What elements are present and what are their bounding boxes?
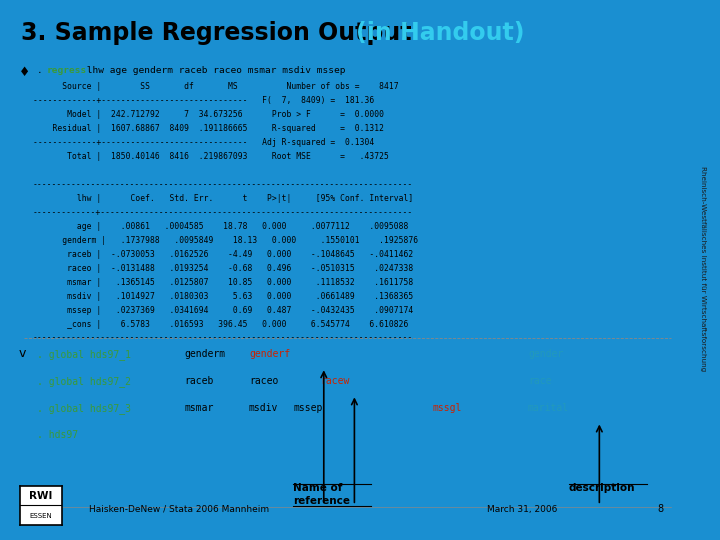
Text: 3. Sample Regression Output: 3. Sample Regression Output	[21, 21, 420, 45]
Text: 8: 8	[658, 504, 664, 514]
Text: -------------+------------------------------   F(  7,  8409) =  181.36: -------------+--------------------------…	[32, 96, 374, 105]
Text: Total |  1850.40146  8416  .219867093     Root MSE      =   .43725: Total | 1850.40146 8416 .219867093 Root …	[32, 152, 389, 161]
Text: . global hds97_3: . global hds97_3	[37, 403, 130, 414]
Text: mssep |   .0237369   .0341694     0.69   0.487    -.0432435    .0907174: mssep | .0237369 .0341694 0.69 0.487 -.0…	[32, 306, 413, 314]
Text: msmar |   .1365145   .0125807    10.85   0.000     .1118532    .1611758: msmar | .1365145 .0125807 10.85 0.000 .1…	[32, 278, 413, 287]
Text: Model |  242.712792     7  34.673256      Prob > F      =  0.0000: Model | 242.712792 7 34.673256 Prob > F …	[32, 110, 384, 119]
Text: gender: gender	[528, 349, 563, 359]
Text: marital: marital	[528, 403, 569, 413]
Text: Haisken-DeNew / Stata 2006 Mannheim: Haisken-DeNew / Stata 2006 Mannheim	[89, 504, 269, 514]
Text: .: .	[37, 66, 48, 76]
Text: genderm |   .1737988   .0095849    18.13   0.000     .1550101    .1925876: genderm | .1737988 .0095849 18.13 0.000 …	[32, 236, 418, 245]
Text: mssep: mssep	[293, 403, 323, 413]
Text: raceo |  -.0131488   .0193254    -0.68   0.496    -.0510315    .0247338: raceo | -.0131488 .0193254 -0.68 0.496 -…	[32, 264, 413, 273]
Text: ------------------------------------------------------------------------------: ----------------------------------------…	[32, 334, 413, 342]
Text: v: v	[19, 347, 27, 360]
Text: mssgl: mssgl	[433, 403, 462, 413]
Text: . global hds97_2: . global hds97_2	[37, 376, 130, 387]
Text: . hds97: . hds97	[37, 430, 78, 441]
Text: age |    .00861   .0004585    18.78   0.000     .0077112    .0095088: age | .00861 .0004585 18.78 0.000 .00771…	[32, 222, 408, 231]
Text: lhw age genderm raceb raceo msmar msdiv mssep: lhw age genderm raceb raceo msmar msdiv …	[81, 66, 346, 76]
Text: msdiv |   .1014927   .0180303     5.63   0.000     .0661489    .1368365: msdiv | .1014927 .0180303 5.63 0.000 .06…	[32, 292, 413, 301]
Text: . global hds97_1: . global hds97_1	[37, 349, 130, 360]
Text: Rheinisch-Westfälisches Institut für Wirtschaftsforschung: Rheinisch-Westfälisches Institut für Wir…	[700, 166, 706, 372]
Text: (in Handout): (in Handout)	[356, 21, 525, 45]
Text: raceb |  -.0730053   .0162526    -4.49   0.000    -.1048645   -.0411462: raceb | -.0730053 .0162526 -4.49 0.000 -…	[32, 249, 413, 259]
Text: raceb: raceb	[184, 376, 214, 386]
Text: genderf: genderf	[249, 349, 290, 359]
Text: msmar: msmar	[184, 403, 214, 413]
Text: ------------------------------------------------------------------------------: ----------------------------------------…	[32, 180, 413, 189]
Text: Name of
reference: Name of reference	[293, 483, 350, 506]
Text: March 31, 2006: March 31, 2006	[487, 504, 557, 514]
Text: Residual |  1607.68867  8409  .191186665     R-squared     =  0.1312: Residual | 1607.68867 8409 .191186665 R-…	[32, 124, 384, 133]
Text: raceo: raceo	[249, 376, 279, 386]
Text: ♦: ♦	[19, 66, 30, 79]
Text: RWI: RWI	[30, 491, 53, 502]
Text: _cons |    6.5783    .016593   396.45   0.000     6.545774    6.610826: _cons | 6.5783 .016593 396.45 0.000 6.54…	[32, 320, 408, 328]
Text: regress: regress	[46, 66, 86, 76]
Text: -------------+----------------------------------------------------------------: -------------+--------------------------…	[32, 208, 413, 217]
Text: race: race	[528, 376, 552, 386]
Text: racew: racew	[320, 376, 350, 386]
Text: Source |        SS       df       MS          Number of obs =    8417: Source | SS df MS Number of obs = 8417	[32, 82, 398, 91]
Text: msdiv: msdiv	[249, 403, 279, 413]
Text: ESSEN: ESSEN	[30, 514, 53, 519]
Text: -------------+------------------------------   Adj R-squared =  0.1304: -------------+--------------------------…	[32, 138, 374, 147]
Text: description: description	[569, 483, 635, 494]
Text: lhw |      Coef.   Std. Err.      t    P>|t|     [95% Conf. Interval]: lhw | Coef. Std. Err. t P>|t| [95% Conf.…	[32, 194, 413, 203]
Text: genderm: genderm	[184, 349, 225, 359]
